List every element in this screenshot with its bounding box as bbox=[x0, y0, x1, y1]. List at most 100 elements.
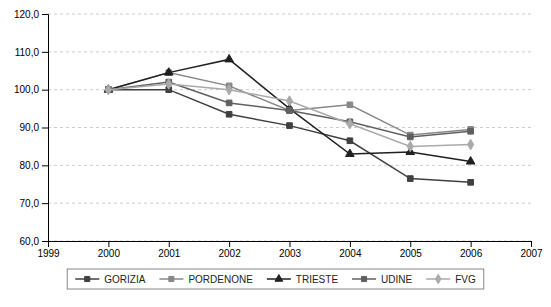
series bbox=[105, 79, 473, 152]
tick-label: 2007 bbox=[520, 248, 543, 259]
x-axis: 1999 2000 2001 2002 2003 2004 2005 2006 2007 bbox=[37, 241, 543, 259]
tick-mark bbox=[531, 241, 532, 247]
tick: 2001 bbox=[158, 241, 181, 259]
tick: 90,0 bbox=[20, 122, 48, 133]
tick: 2003 bbox=[279, 241, 302, 259]
legend-marker bbox=[169, 276, 174, 281]
legend-item: FVG bbox=[426, 274, 476, 285]
tick: 120,0 bbox=[14, 9, 48, 20]
tick-label: 2006 bbox=[460, 248, 483, 259]
point bbox=[347, 102, 353, 108]
point bbox=[468, 180, 474, 186]
line bbox=[108, 82, 470, 137]
point bbox=[468, 128, 474, 134]
tick-mark bbox=[42, 128, 48, 129]
line bbox=[108, 84, 470, 146]
tick: 110,0 bbox=[15, 47, 48, 58]
legend-item: TRIESTE bbox=[267, 274, 339, 285]
line bbox=[108, 73, 470, 135]
tick-label: 2003 bbox=[279, 248, 302, 259]
tick: 2007 bbox=[520, 241, 543, 259]
legend: GORIZIA PORDENONE TRIESTE UDINE FVG bbox=[67, 269, 484, 289]
point bbox=[347, 138, 353, 144]
legend-marker bbox=[362, 276, 367, 281]
tick-label: 100,0 bbox=[14, 84, 39, 95]
tick: 2002 bbox=[219, 241, 242, 259]
tick-label: 2002 bbox=[219, 248, 242, 259]
tick-mark bbox=[410, 241, 411, 247]
point bbox=[468, 139, 474, 150]
point bbox=[407, 134, 413, 140]
chart-container: 1999 2000 2001 2002 2003 2004 2005 2006 2007 60,0… bbox=[0, 0, 551, 307]
legend-label: TRIESTE bbox=[296, 274, 339, 285]
series bbox=[106, 70, 474, 138]
point bbox=[466, 157, 475, 164]
point bbox=[287, 123, 293, 129]
legend-item: PORDENONE bbox=[159, 274, 253, 285]
legend-marker bbox=[435, 274, 440, 283]
tick-label: 60,0 bbox=[20, 236, 40, 247]
tick-mark bbox=[42, 165, 48, 166]
legend-label: UDINE bbox=[381, 274, 412, 285]
tick-mark bbox=[169, 241, 170, 247]
legend-marker bbox=[85, 276, 90, 281]
tick-label: 70,0 bbox=[20, 198, 40, 209]
point bbox=[286, 96, 292, 107]
point bbox=[226, 84, 232, 95]
chart: 1999 2000 2001 2002 2003 2004 2005 2006 2007 60,0… bbox=[0, 0, 551, 307]
tick-mark bbox=[290, 241, 291, 247]
legend-label: GORIZIA bbox=[104, 274, 145, 285]
grid-line bbox=[48, 14, 531, 15]
grid bbox=[48, 14, 531, 241]
point bbox=[226, 100, 232, 106]
series bbox=[104, 54, 475, 164]
legend-item: GORIZIA bbox=[75, 274, 145, 285]
tick-mark bbox=[350, 241, 351, 247]
tick: 2000 bbox=[98, 241, 121, 259]
tick-mark bbox=[42, 203, 48, 204]
point bbox=[407, 141, 413, 152]
point bbox=[226, 111, 232, 117]
tick-label: 90,0 bbox=[20, 122, 40, 133]
axis-line bbox=[42, 15, 49, 242]
tick-label: 110,0 bbox=[15, 47, 40, 58]
legend-label: FVG bbox=[455, 274, 476, 285]
tick: 2004 bbox=[339, 241, 362, 259]
tick-mark bbox=[108, 241, 109, 247]
grid-line bbox=[48, 165, 531, 166]
grid-line bbox=[48, 203, 531, 204]
tick: 1999 bbox=[37, 241, 60, 259]
tick-label: 120,0 bbox=[14, 9, 39, 20]
y-axis: 60,070,080,090,0100,0110,0120,0 bbox=[14, 9, 49, 247]
legend-marker bbox=[275, 275, 283, 282]
point bbox=[347, 118, 353, 129]
tick: 60,0 bbox=[20, 236, 48, 247]
tick-mark bbox=[42, 52, 48, 53]
point bbox=[346, 149, 355, 156]
axis-line bbox=[49, 242, 532, 248]
point bbox=[287, 108, 293, 114]
point bbox=[407, 176, 413, 182]
point bbox=[225, 54, 234, 61]
point bbox=[166, 79, 172, 90]
tick-mark bbox=[42, 241, 48, 242]
tick: 2005 bbox=[400, 241, 423, 259]
tick: 70,0 bbox=[20, 198, 48, 209]
legend-frame bbox=[67, 269, 484, 289]
tick-mark bbox=[42, 14, 48, 15]
legend-item: UDINE bbox=[352, 274, 412, 285]
tick-label: 2004 bbox=[339, 248, 362, 259]
tick-label: 1999 bbox=[37, 248, 60, 259]
tick: 100,0 bbox=[14, 84, 48, 95]
legend-label: PORDENONE bbox=[188, 274, 253, 285]
tick-label: 2000 bbox=[98, 248, 121, 259]
tick-label: 2005 bbox=[400, 248, 423, 259]
tick-mark bbox=[471, 241, 472, 247]
point bbox=[164, 68, 173, 75]
series bbox=[106, 79, 474, 140]
plot-area bbox=[104, 54, 475, 185]
line bbox=[108, 59, 470, 161]
tick-mark bbox=[42, 90, 48, 91]
grid-line bbox=[48, 51, 531, 52]
point bbox=[287, 108, 293, 114]
